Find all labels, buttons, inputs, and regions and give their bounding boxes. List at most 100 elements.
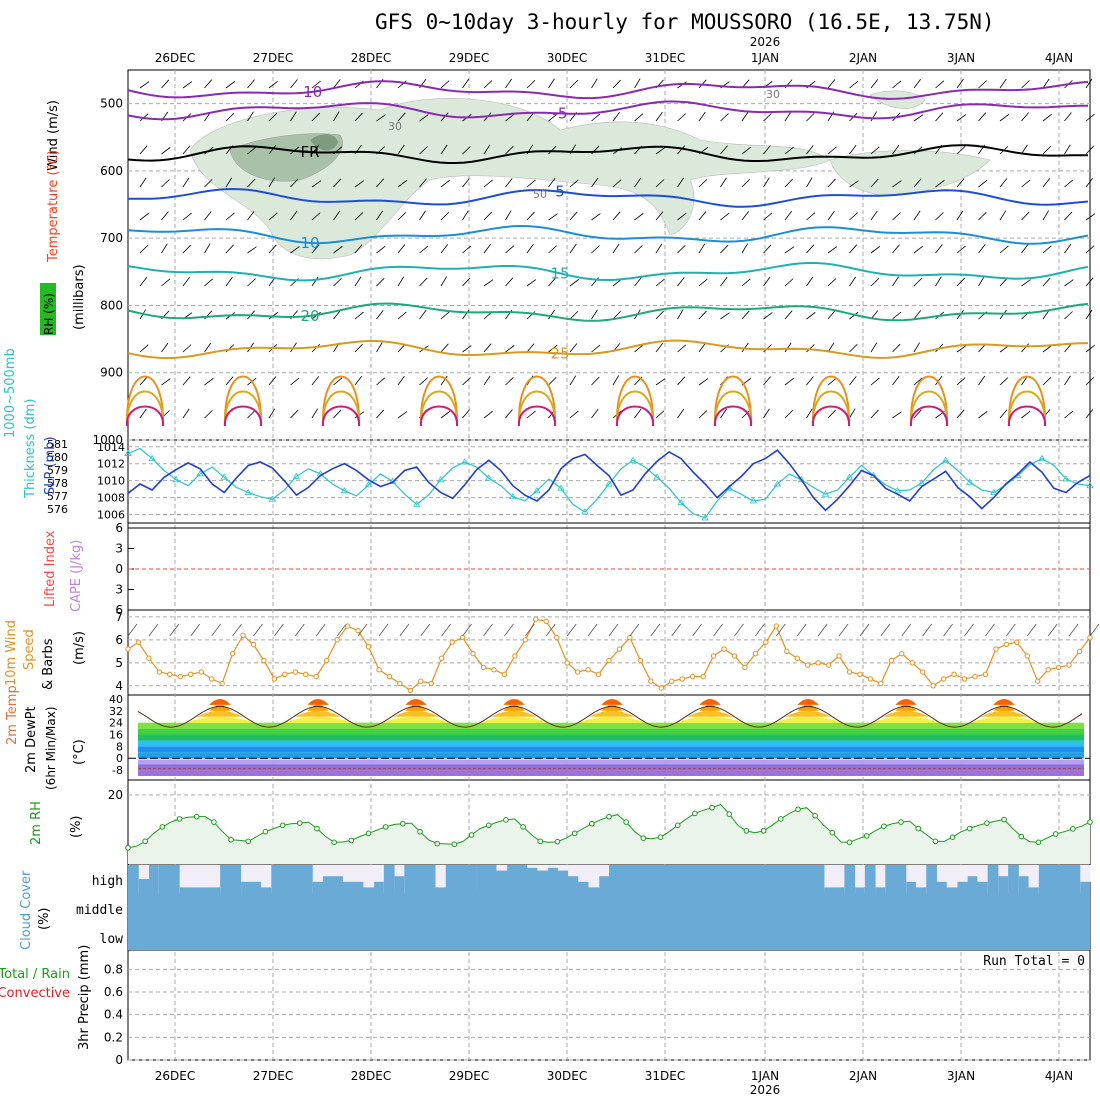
upper-wind-barb [354,276,362,287]
rh2m-point [743,827,750,834]
upper-wind-barb [290,111,297,122]
tmax-hump-band [980,710,1028,717]
top-date-label: 4JAN [1045,51,1073,65]
wind10-point [815,660,821,666]
upper-wind-barb [784,210,792,221]
upper-wind-barb [569,279,580,287]
upper-wind-barb [827,146,837,155]
upper-wind-barb [161,79,170,89]
rh-axis-label: RH (%) [42,293,56,335]
thickness-point [893,487,902,494]
wind10-barb [650,623,661,637]
rh2m-point [314,825,320,832]
cloud-high-bar [435,865,446,888]
upper-wind-barb [505,78,512,89]
wind10-barb [1068,623,1079,637]
temp-contour-label: 5 [555,183,565,201]
upper-wind-barb [440,411,451,419]
cloud-high-full-bar [660,865,671,893]
upper-wind-barb [354,112,363,122]
precip-label-1: Total / Rain [0,967,70,982]
upper-wind-barb [612,375,620,386]
wind10-point [993,646,999,652]
upper-wind-barb [612,111,620,122]
wind10-point [627,634,633,641]
upper-wind-barb [827,79,836,89]
rh-legend-box [40,283,56,335]
wind10-point [595,671,602,678]
upper-wind-barb [268,212,278,221]
upper-wind-barb [548,177,556,188]
cloud-high-bar [578,865,590,882]
cloud-high-bar [240,865,252,882]
upper-wind-barb [1021,410,1031,419]
upper-wind-barb [1021,112,1029,122]
upper-wind-barb [139,244,149,254]
upper-wind-barb [333,278,342,287]
cloud-high-bar [956,865,968,882]
upper-wind-barb [397,276,405,287]
wind10-point [1087,634,1093,641]
upper-wind-barb [591,344,601,353]
upper-wind-barb [182,177,190,188]
cloud-high-bar [199,865,211,888]
wind10-point [867,676,874,682]
upper-wind-barb [139,212,149,221]
wind10-point [386,673,393,680]
upper-wind-barb [268,376,277,386]
upper-wind-barb [892,311,902,320]
thickness-tick-label: 578 [47,477,68,490]
upper-wind-barb [311,112,320,122]
upper-wind-barb [677,277,685,287]
panel-frame-wind [127,609,1091,696]
upper-wind-barb [419,178,427,188]
temp-contour-label: 20 [300,307,319,325]
cloud-high-bar [1079,865,1091,882]
rh2m-point [984,820,990,826]
wind10-point [836,653,842,659]
rh2m-point [709,804,715,811]
wind-tick-label: 5 [115,656,123,670]
rh2m-point [760,827,767,834]
upper-wind-barb [311,276,319,287]
upper-wind-barb [462,210,469,221]
rh2m-fill [128,804,1090,864]
upper-wind-barb [1021,243,1029,254]
upper-wind-barb [1042,78,1050,89]
wind10-point [1045,667,1051,673]
upper-wind-barb [806,276,814,287]
cloud-high-full-bar [813,865,825,893]
wind10-point [397,680,403,687]
cloud-high-bar [834,865,845,888]
lifted-index-label: Lifted Index [43,530,58,607]
upper-wind-barb [612,179,622,188]
tmax-hump-band [784,710,832,717]
top-date-label: 3JAN [947,51,975,65]
cloud-high-full-bar [772,865,784,893]
wind10-point [574,669,581,675]
boundary-layer-contour [1007,390,1047,427]
wind-tick-label: 4 [115,679,123,693]
rh2m-point [468,832,475,838]
panel-frame-precip [127,949,1091,1061]
upper-wind-barb [376,114,386,122]
upper-wind-barb [376,377,386,386]
upper-wind-barb [935,80,945,89]
wind10-point [689,673,696,680]
boundary-layer-contour [223,375,263,427]
cloud-high-full-bar [1008,865,1019,893]
tmax-hump-band [282,716,354,723]
thickness-point [966,478,974,485]
boundary-layer-contour [125,390,165,427]
tmax-hump-band [993,698,1015,705]
rh-shade-30-east [829,150,991,196]
upper-wind-barb [225,276,233,287]
upper-wind-barb [333,111,340,122]
upper-wind-barb [892,212,901,221]
upper-wind-barb [204,278,214,287]
rh2m-point [795,806,801,813]
upper-wind-barb [139,177,147,188]
upper-wind-barb [548,344,558,353]
rh2m-point [417,828,423,835]
boundary-layer-contour [125,375,165,427]
